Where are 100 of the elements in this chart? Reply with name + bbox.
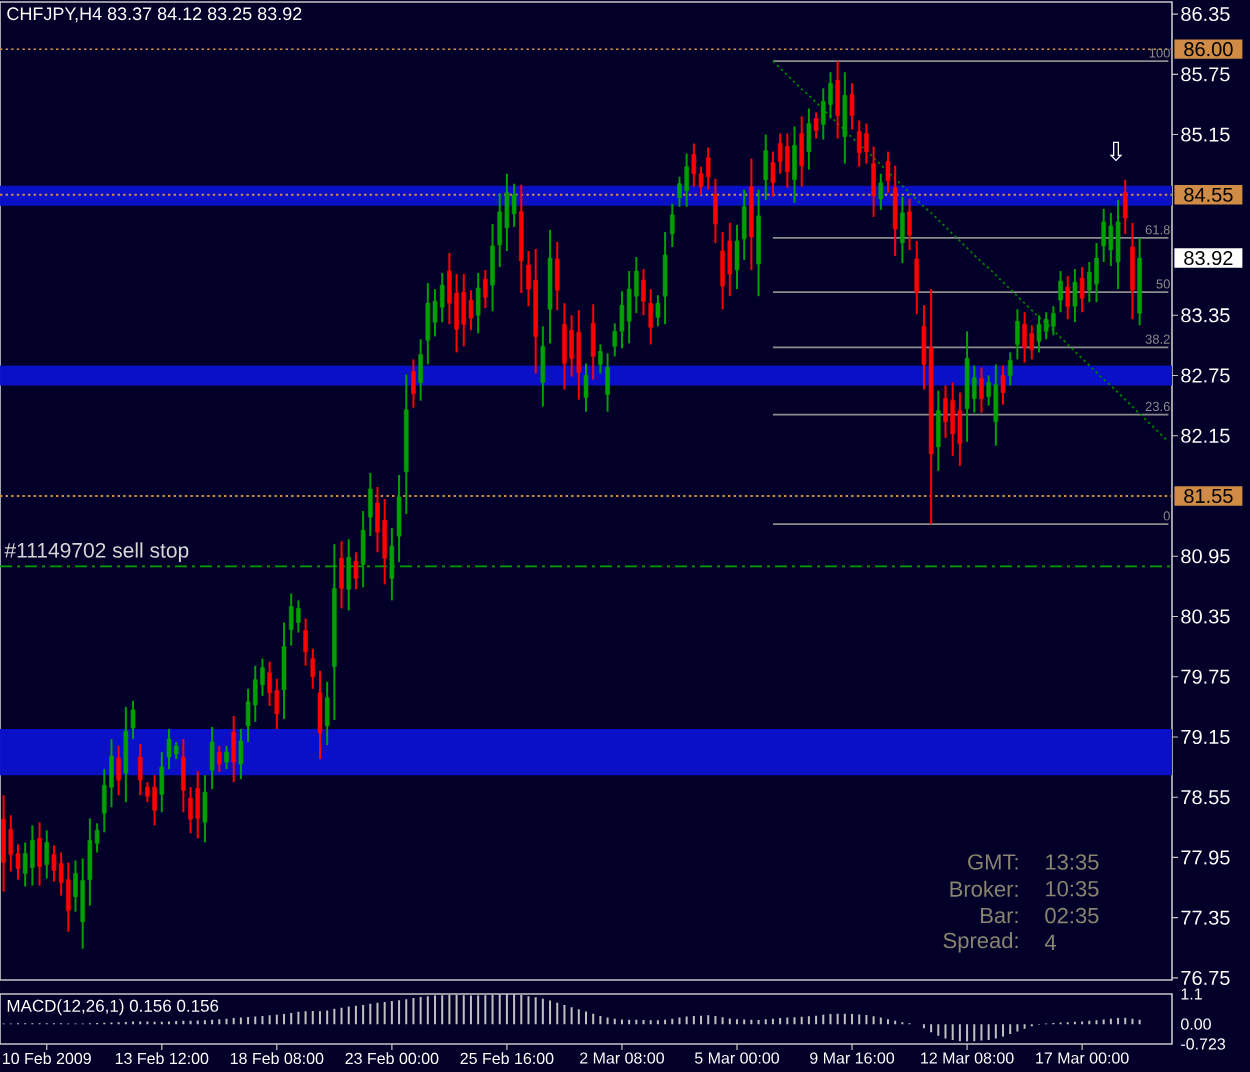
candlestick <box>8 814 14 873</box>
candlestick <box>1043 311 1049 341</box>
y-tick-label: 80.35 <box>1181 609 1230 624</box>
x-tick-label: 9 Mar 16:00 <box>810 1052 895 1064</box>
candlestick <box>849 82 855 131</box>
x-tick-label: 18 Feb 08:00 <box>230 1052 324 1065</box>
annotation: 13:35 <box>1046 854 1099 870</box>
candlestick <box>475 272 481 335</box>
candlestick <box>37 821 42 887</box>
candlestick <box>971 364 977 414</box>
candlestick <box>907 197 912 251</box>
candlestick <box>1 794 6 893</box>
candlestick <box>835 60 840 140</box>
candlestick <box>1094 241 1099 304</box>
y-tick-label: 79.15 <box>1181 729 1230 745</box>
y-tick-label: 86.35 <box>1181 6 1230 22</box>
candlestick <box>634 256 639 315</box>
candlestick <box>202 774 208 844</box>
candlestick <box>483 269 488 310</box>
candlestick <box>296 599 301 634</box>
candlestick <box>1130 221 1135 321</box>
y-tick-label: 0.00 <box>1181 1018 1211 1030</box>
x-tick-label: 23 Feb 00:00 <box>345 1052 439 1065</box>
candlestick <box>691 142 697 188</box>
candlestick <box>662 230 668 326</box>
annotation: 4 <box>1044 934 1056 950</box>
candlestick <box>590 303 596 381</box>
annotation: GMT: <box>968 854 1018 870</box>
y-tick-label: 82.15 <box>1181 428 1230 443</box>
y-tick-label: 76.75 <box>1181 970 1230 986</box>
candlestick <box>224 745 229 771</box>
candlestick <box>1015 308 1020 361</box>
candlestick <box>669 202 675 248</box>
candlestick <box>281 621 287 720</box>
annotation: 02:35 <box>1045 907 1099 924</box>
y-tick-label: 78.55 <box>1181 790 1230 805</box>
text: 83.92 <box>1184 250 1233 266</box>
candlestick <box>123 705 129 804</box>
candlestick <box>439 272 445 324</box>
y-tick-label: 77.35 <box>1181 910 1230 925</box>
candlestick <box>461 273 467 348</box>
candlestick <box>231 714 236 784</box>
candlestick <box>792 125 797 204</box>
candlestick <box>30 824 35 887</box>
candlestick <box>993 363 999 447</box>
candlestick <box>252 664 258 723</box>
y-tick-label: 77.95 <box>1181 850 1230 865</box>
candlestick <box>957 391 963 467</box>
candlestick <box>936 389 941 472</box>
candlestick <box>1022 311 1027 364</box>
candlestick <box>1101 207 1106 264</box>
candlestick <box>562 302 567 391</box>
candlestick <box>468 289 474 332</box>
candlestick <box>576 309 582 401</box>
x-tick-label: 13 Feb 12:00 <box>115 1052 209 1065</box>
candlestick <box>713 177 718 244</box>
candlestick <box>411 358 416 409</box>
candlestick <box>217 745 222 774</box>
candlestick <box>892 164 898 258</box>
candlestick <box>137 743 143 797</box>
candlestick <box>511 182 517 228</box>
candlestick <box>806 107 812 171</box>
chart-title: MACD(12,26,1) 0.156 0.156 <box>7 999 219 1016</box>
annotation: Spread: <box>943 932 1018 953</box>
candlestick <box>979 366 984 414</box>
candlestick <box>44 829 50 880</box>
candlestick <box>598 343 603 375</box>
candlestick <box>1079 266 1085 314</box>
candlestick <box>864 122 869 165</box>
candlestick <box>145 781 150 804</box>
candlestick <box>375 485 380 554</box>
candlestick <box>799 115 804 188</box>
candlestick <box>684 152 689 208</box>
candlestick <box>914 239 920 316</box>
y-tick-label: 79.75 <box>1181 669 1230 684</box>
candlestick <box>1000 364 1006 406</box>
candlestick <box>856 119 862 168</box>
ref-line-label: 86.00 <box>1184 42 1233 57</box>
candlestick <box>152 774 157 827</box>
candlestick <box>813 111 819 140</box>
ref-line-label: 84.55 <box>1184 187 1233 202</box>
candlestick <box>288 592 294 647</box>
y-tick-label: -0.723 <box>1181 1038 1226 1050</box>
candlestick <box>1051 305 1056 337</box>
x-tick-label: 12 Mar 08:00 <box>921 1052 1014 1064</box>
candlestick <box>1058 270 1063 314</box>
candlestick <box>382 498 387 586</box>
candlestick <box>950 381 955 457</box>
annotation: ⇩ <box>1109 141 1123 162</box>
candlestick <box>339 540 344 610</box>
candlestick <box>116 745 121 797</box>
candlestick <box>828 71 833 120</box>
candlestick <box>181 737 186 814</box>
x-tick-label: 5 Mar 00:00 <box>694 1052 780 1064</box>
candlestick <box>785 132 790 189</box>
y-tick-label: 83.35 <box>1181 308 1230 323</box>
annotation: Broker: <box>950 880 1018 897</box>
candlestick <box>260 657 265 697</box>
candlestick <box>943 384 948 439</box>
candlestick <box>878 172 884 211</box>
